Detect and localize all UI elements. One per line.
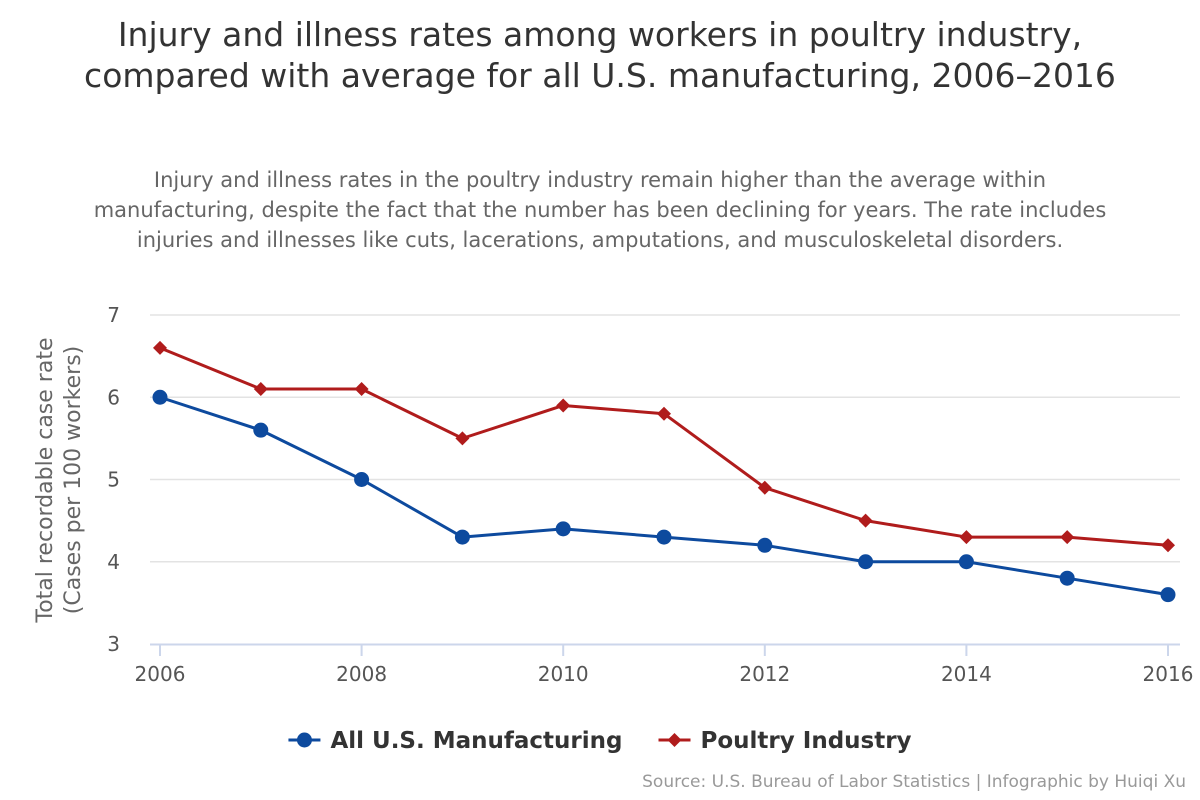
- point-all-u-s-manufacturing-2010[interactable]: [555, 521, 571, 537]
- legend-item-all-u-s-manufacturing[interactable]: All U.S. Manufacturing: [288, 728, 623, 754]
- x-tick-label-2016: 2016: [1143, 662, 1194, 686]
- grid-lines: [150, 314, 1180, 563]
- legend-marker-all-u-s-manufacturing: [296, 732, 312, 748]
- chart-title: Injury and illness rates among workers i…: [84, 15, 1116, 95]
- series-all-u-s-manufacturing: [152, 389, 1176, 603]
- legend-item-poultry-industry[interactable]: Poultry Industry: [658, 728, 912, 754]
- series-poultry-industry: [153, 340, 1175, 553]
- point-poultry-industry-2007[interactable]: [253, 382, 268, 397]
- point-poultry-industry-2012[interactable]: [757, 480, 772, 495]
- line-poultry-industry: [158, 346, 1170, 547]
- point-all-u-s-manufacturing-2006[interactable]: [152, 389, 168, 405]
- chart-subtitle: Injury and illness rates in the poultry …: [93, 168, 1107, 252]
- point-all-u-s-manufacturing-2014[interactable]: [958, 554, 974, 570]
- point-all-u-s-manufacturing-2011[interactable]: [656, 529, 672, 545]
- axes: 3 4 5 6 7 2006 2008 2010 2012 2014 2016: [107, 303, 1193, 686]
- legend[interactable]: All U.S. Manufacturing Poultry Industry: [288, 728, 912, 754]
- legend-label-all-u-s-manufacturing: All U.S. Manufacturing: [330, 728, 622, 754]
- point-poultry-industry-2013[interactable]: [858, 513, 873, 528]
- series-layer: [152, 340, 1176, 603]
- point-poultry-industry-2006[interactable]: [153, 340, 167, 355]
- point-all-u-s-manufacturing-2016[interactable]: [1160, 587, 1176, 603]
- x-tick-label-2006: 2006: [135, 662, 186, 686]
- legend-label-poultry-industry: Poultry Industry: [701, 728, 912, 754]
- x-tick-label-2010: 2010: [538, 662, 589, 686]
- y-tick-label-5: 5: [107, 468, 120, 492]
- point-poultry-industry-2014[interactable]: [959, 530, 974, 545]
- y-tick-label-7: 7: [107, 303, 120, 327]
- point-all-u-s-manufacturing-2009[interactable]: [454, 529, 470, 545]
- point-all-u-s-manufacturing-2008[interactable]: [354, 472, 370, 487]
- x-tick-label-2014: 2014: [941, 662, 992, 686]
- legend-marker-poultry-industry: [667, 733, 682, 747]
- credit-text[interactable]: Source: U.S. Bureau of Labor Statistics …: [642, 772, 1186, 792]
- point-poultry-industry-2008[interactable]: [354, 382, 369, 397]
- point-all-u-s-manufacturing-2015[interactable]: [1059, 570, 1075, 586]
- point-poultry-industry-2010[interactable]: [556, 398, 571, 413]
- y-axis-title-line-1: Total recordable case rate: [33, 338, 58, 624]
- point-all-u-s-manufacturing-2013[interactable]: [858, 554, 874, 570]
- line-all-u-s-manufacturing: [158, 395, 1170, 597]
- x-tick-label-2012: 2012: [739, 662, 790, 686]
- point-poultry-industry-2009[interactable]: [455, 431, 470, 446]
- point-poultry-industry-2016[interactable]: [1161, 538, 1175, 553]
- y-axis-title-line-2: (Cases per 100 workers): [61, 346, 86, 614]
- y-tick-label-4: 4: [107, 550, 120, 574]
- point-poultry-industry-2011[interactable]: [657, 406, 671, 421]
- x-tick-label-2008: 2008: [336, 662, 387, 686]
- point-all-u-s-manufacturing-2012[interactable]: [757, 537, 773, 553]
- point-poultry-industry-2015[interactable]: [1060, 530, 1075, 545]
- y-tick-label-6: 6: [107, 385, 120, 409]
- point-all-u-s-manufacturing-2007[interactable]: [253, 422, 269, 438]
- y-tick-label-3: 3: [107, 632, 120, 656]
